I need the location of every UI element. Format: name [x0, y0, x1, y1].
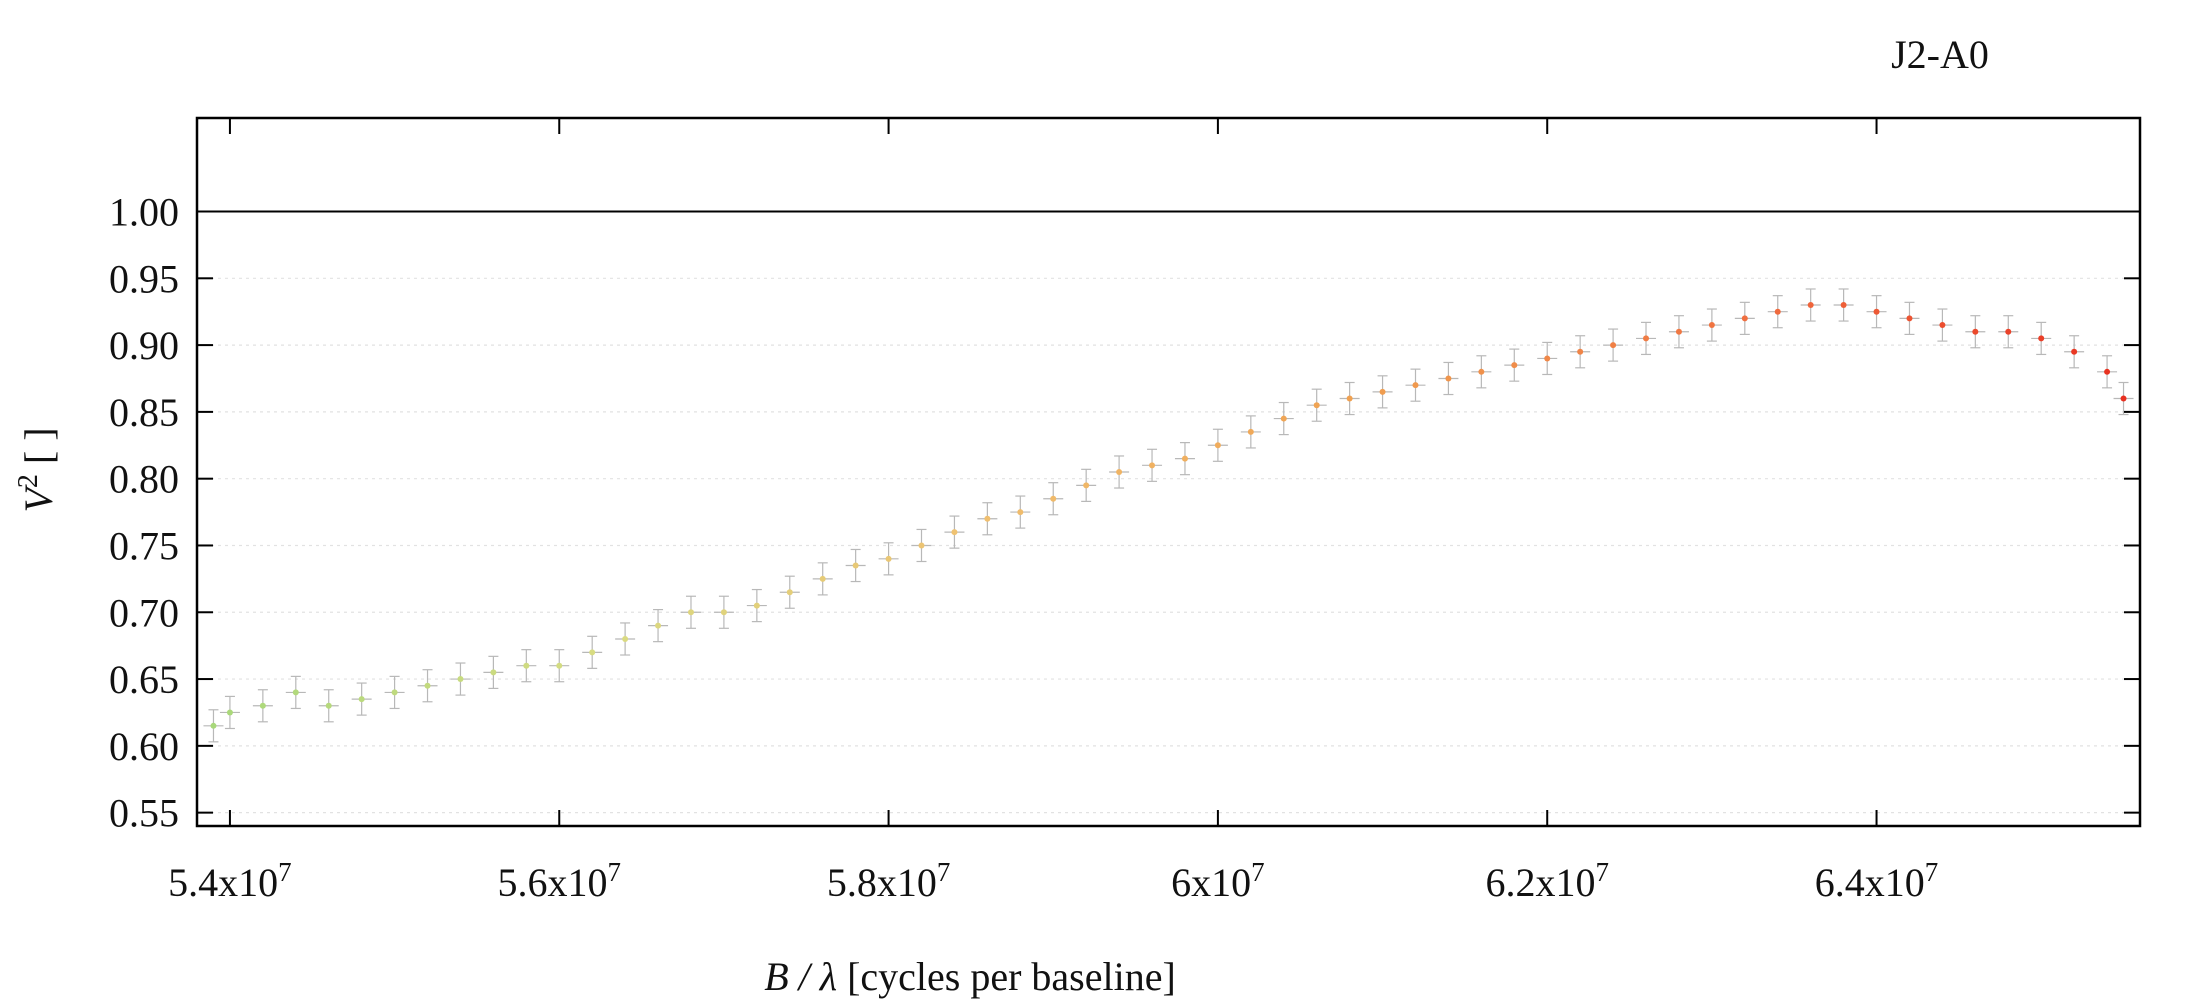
data-point: [292, 689, 299, 696]
data-point: [1379, 388, 1386, 395]
data-point: [2005, 328, 2012, 335]
data-point: [1643, 335, 1650, 342]
data-point: [589, 649, 596, 656]
data-point: [984, 515, 991, 522]
data-point: [391, 689, 398, 696]
data-point: [786, 589, 793, 596]
y-axis-title-units: [ ]: [16, 427, 61, 474]
data-point: [1017, 509, 1024, 516]
y-axis-title-superscript: 2: [13, 474, 44, 488]
data-point: [1610, 342, 1617, 349]
data-point: [1149, 462, 1156, 469]
data-point: [1083, 482, 1090, 489]
data-point: [2104, 368, 2111, 375]
data-point: [1445, 375, 1452, 382]
y-tick-label: 0.75: [109, 523, 179, 568]
y-tick-label: 0.55: [109, 791, 179, 836]
plot-frame: [195, 116, 2142, 828]
y-axis-ticks: 0.55 0.60 0.65 0.70 0.75 0.80 0.85 0.90 0.95 1.00: [109, 190, 2140, 836]
data-point: [1116, 469, 1123, 475]
data-point: [1478, 368, 1485, 375]
data-point: [1214, 442, 1221, 449]
data-point: [1247, 428, 1254, 435]
x-axis-title: B / λ [cycles per baseline]: [764, 954, 1176, 999]
data-point: [1280, 415, 1287, 422]
y-tick-label: 0.90: [109, 323, 179, 368]
data-point: [1511, 362, 1518, 369]
y-tick-label: 0.85: [109, 390, 179, 435]
y-tick-label: 0.60: [109, 724, 179, 769]
data-point: [1577, 348, 1584, 355]
y-tick-label: 0.65: [109, 657, 179, 702]
x-axis-ticks: 5.4x107 5.6x107 5.8x107 6x107 6.2x107 6.4x107: [168, 118, 1938, 905]
data-point: [226, 709, 233, 716]
data-point: [720, 609, 727, 616]
data-point: [852, 562, 859, 569]
data-point: [1774, 308, 1781, 315]
data-point: [1050, 495, 1057, 502]
x-axis-title-units: [cycles per baseline]: [837, 954, 1176, 999]
baseline-label: J2-A0: [1891, 32, 1989, 77]
x-tick-label: 6.2x107: [1485, 857, 1609, 905]
data-point: [1544, 355, 1551, 362]
x-tick-label: 6.4x107: [1815, 857, 1939, 905]
data-point: [210, 722, 217, 729]
data-point: [918, 542, 925, 549]
data-point: [1675, 328, 1682, 335]
grid-lines: [197, 210, 2140, 814]
data-point: [1873, 308, 1880, 315]
y-axis-title-variable: V: [16, 484, 61, 513]
data-point: [2120, 395, 2127, 402]
data-point: [1346, 395, 1353, 402]
data-point: [1181, 455, 1188, 462]
data-point: [622, 635, 629, 642]
x-tick-label: 5.4x107: [168, 857, 291, 905]
y-tick-label: 0.80: [109, 457, 179, 502]
data-point: [753, 602, 760, 609]
data-point: [490, 669, 497, 676]
data-point: [259, 702, 266, 709]
x-tick-label: 5.6x107: [498, 857, 622, 905]
data-point: [1412, 382, 1419, 389]
data-point: [2038, 335, 2045, 342]
x-tick-label: 6x107: [1171, 857, 1265, 905]
data-point: [358, 696, 365, 703]
data-point: [951, 529, 958, 536]
x-axis-title-variable: B / λ: [764, 954, 837, 999]
y-tick-label: 0.95: [109, 256, 179, 301]
data-point: [819, 575, 826, 582]
data-point: [457, 676, 464, 683]
data-point: [1840, 302, 1847, 309]
data-point: [1972, 328, 1979, 335]
data-point: [1313, 402, 1320, 409]
data-point: [556, 662, 563, 669]
data-point: [885, 555, 892, 562]
data-point: [1807, 302, 1814, 309]
data-point: [1741, 315, 1748, 322]
data-point: [1708, 322, 1715, 329]
data-point: [687, 609, 694, 616]
data-point: [424, 682, 431, 689]
data-point: [325, 702, 332, 709]
y-tick-label: 1.00: [109, 190, 179, 235]
data-points: [210, 302, 2127, 729]
data-point: [655, 622, 662, 629]
data-point: [1939, 322, 1946, 329]
x-tick-label: 5.8x107: [827, 857, 951, 905]
y-axis-title: V2 [ ]: [13, 427, 62, 512]
data-point: [1906, 315, 1913, 322]
data-point: [2071, 348, 2078, 355]
data-point: [523, 662, 530, 669]
y-tick-label: 0.70: [109, 590, 179, 635]
